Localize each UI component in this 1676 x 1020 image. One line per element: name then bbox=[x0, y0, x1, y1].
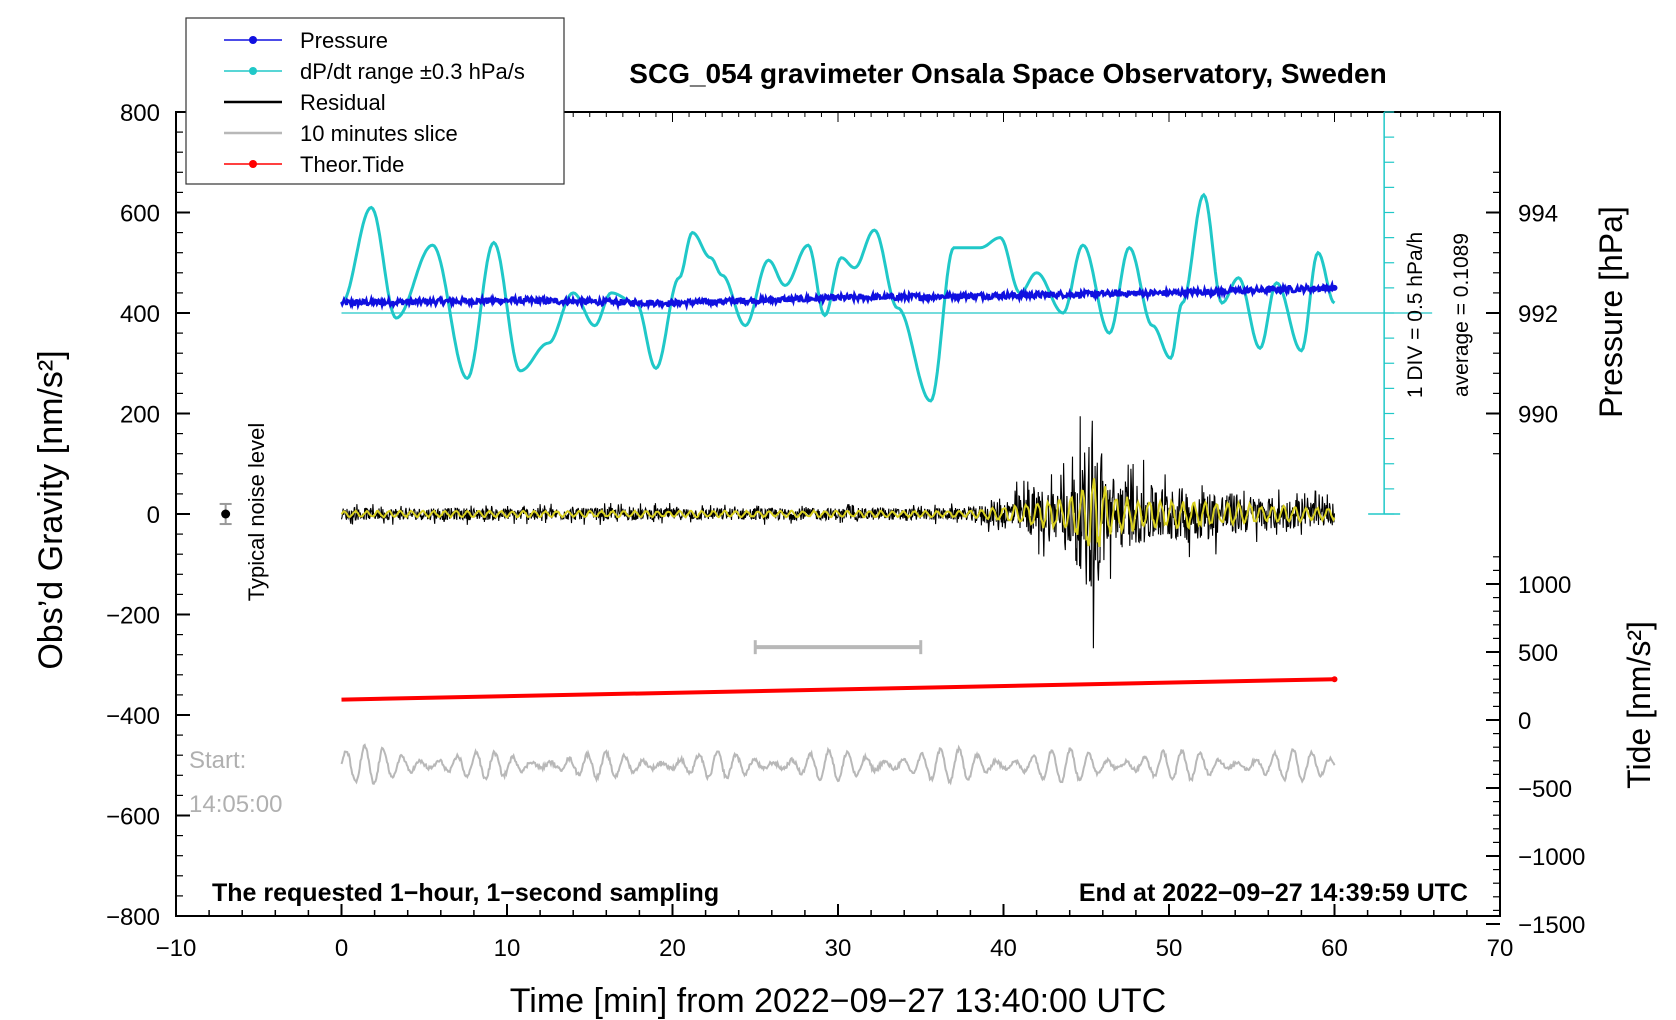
noise-point bbox=[221, 509, 231, 519]
x-tick-label: 20 bbox=[659, 935, 686, 962]
tide-line bbox=[341, 677, 1335, 702]
pressure-tick-label: 992 bbox=[1518, 301, 1558, 328]
dpdt-line bbox=[340, 192, 1336, 403]
tide-end-marker bbox=[1331, 676, 1338, 683]
pressure-tick-group: 994 992 990 bbox=[1486, 171, 1558, 455]
y-tick-label: −800 bbox=[106, 904, 160, 931]
x-tick-label: 40 bbox=[990, 935, 1017, 962]
y-tick-label: −600 bbox=[106, 804, 160, 831]
tide-tick-label: 500 bbox=[1518, 640, 1558, 667]
x-tick-label: 10 bbox=[494, 935, 521, 962]
y-axis-label-tide: Tide [nm/s²] bbox=[1621, 621, 1657, 789]
x-tick-label: 0 bbox=[335, 935, 348, 962]
start-time: 14:05:00 bbox=[189, 791, 282, 818]
y-tick-label: −400 bbox=[106, 703, 160, 730]
y-axis-label-pressure: Pressure [hPa] bbox=[1593, 206, 1629, 418]
legend-residual-label: Residual bbox=[300, 90, 386, 115]
x-axis-label: Time [min] from 2022−09−27 13:40:00 UTC bbox=[510, 982, 1166, 1020]
legend-tide-label: Theor.Tide bbox=[300, 152, 404, 177]
y-tick-label: 400 bbox=[120, 301, 160, 328]
tide-tick-label: 0 bbox=[1518, 708, 1531, 735]
legend-dpdt-label: dP/dt range ±0.3 hPa/s bbox=[300, 59, 525, 84]
y-tick-label: 600 bbox=[120, 201, 160, 228]
y-tick-label: −200 bbox=[106, 603, 160, 630]
tide-tick-label: −500 bbox=[1518, 776, 1572, 803]
x-tick-label: 60 bbox=[1321, 935, 1348, 962]
noise-label: Typical noise level bbox=[244, 423, 269, 602]
x-tick-label: 30 bbox=[825, 935, 852, 962]
series-group bbox=[219, 111, 1433, 786]
legend-pressure-marker bbox=[249, 36, 257, 44]
legend-tide-marker bbox=[249, 160, 257, 168]
tide-tick-label: 1000 bbox=[1518, 572, 1571, 599]
legend-pressure-label: Pressure bbox=[300, 28, 388, 53]
y-tick-label: 800 bbox=[120, 100, 160, 127]
y-tick-group: 800 600 400 200 0 −200 −400 −600 −800 bbox=[106, 100, 190, 931]
sampling-note: The requested 1−hour, 1−second sampling bbox=[212, 879, 719, 907]
slice-line bbox=[340, 743, 1336, 786]
y-tick-label: 0 bbox=[147, 502, 160, 529]
tide-tick-label: −1000 bbox=[1518, 844, 1585, 871]
div-label: 1 DIV = 0.5 hPa/h bbox=[1404, 232, 1427, 398]
pressure-line bbox=[340, 279, 1336, 311]
x-tick-label: −10 bbox=[156, 935, 197, 962]
chart-title: SCG_054 gravimeter Onsala Space Observat… bbox=[629, 58, 1386, 89]
x-tick-group: −10 0 10 20 30 40 50 60 70 bbox=[156, 904, 1514, 962]
legend: Pressure dP/dt range ±0.3 hPa/s Residual… bbox=[185, 17, 565, 185]
end-time-note: End at 2022−09−27 14:39:59 UTC bbox=[1079, 879, 1468, 907]
average-label: average = 0.1089 bbox=[1450, 233, 1473, 397]
tide-tick-group: 1000 500 0 −500 −1000 −1500 bbox=[1486, 556, 1585, 939]
y-tick-label: 200 bbox=[120, 402, 160, 429]
pressure-tick-label: 994 bbox=[1518, 201, 1558, 228]
x-tick-label: 70 bbox=[1487, 935, 1514, 962]
legend-dpdt-marker bbox=[249, 67, 257, 75]
y-axis-label-left: Obs’d Gravity [nm/s²] bbox=[32, 350, 70, 669]
start-label: Start: bbox=[189, 747, 246, 774]
x-tick-label: 50 bbox=[1156, 935, 1183, 962]
pressure-tick-label: 990 bbox=[1518, 402, 1558, 429]
residual-line bbox=[340, 416, 1336, 649]
pressure-end-marker bbox=[1331, 284, 1338, 291]
legend-slice-label: 10 minutes slice bbox=[300, 121, 458, 146]
residual-filtered-line bbox=[340, 478, 1336, 548]
tide-tick-label: −1500 bbox=[1518, 912, 1585, 939]
